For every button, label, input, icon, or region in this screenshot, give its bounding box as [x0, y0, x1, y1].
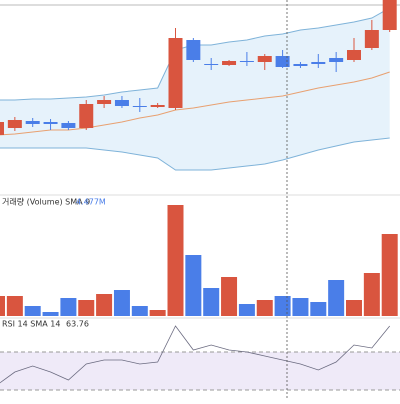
volume-bar: [221, 277, 238, 316]
rsi-value: 63.76: [66, 320, 89, 329]
volume-bar: [346, 300, 362, 316]
candle-body: [293, 64, 308, 66]
volume-panel: [0, 205, 398, 316]
volume-bar: [42, 312, 59, 316]
volume-bar: [6, 296, 23, 316]
candle-body: [186, 40, 201, 60]
candle-body: [222, 61, 237, 65]
bollinger-fill: [0, 8, 390, 170]
candle-body: [275, 56, 290, 67]
volume-bar: [113, 290, 130, 316]
rsi-panel: [0, 325, 400, 391]
volume-bar: [78, 300, 95, 316]
volume-bar: [328, 280, 345, 316]
volume-bar: [24, 306, 41, 316]
overlay-line: [0, 137, 390, 171]
rsi-title: RSI 14 SMA 14: [2, 320, 60, 329]
volume-bar: [310, 302, 327, 316]
volume-bar: [238, 304, 255, 316]
candle-body: [168, 38, 183, 108]
volume-bar: [185, 255, 202, 316]
volume-bar: [131, 306, 148, 316]
candle-body: [97, 100, 112, 104]
candle-body: [7, 120, 22, 128]
volume-bar: [256, 300, 273, 316]
price-panel: [0, 0, 397, 171]
candle-body: [114, 100, 129, 106]
volume-bar: [167, 205, 184, 316]
candle-body: [239, 61, 254, 62]
volume-bar: [60, 298, 77, 316]
rsi-line: [0, 325, 391, 384]
volume-bar: [292, 298, 309, 316]
volume-title: 거래량 (Volume) SMA 9: [2, 197, 90, 207]
volume-bar: [363, 273, 380, 316]
rsi-band: [0, 352, 400, 390]
candle-body: [25, 121, 40, 124]
candle-body: [257, 56, 272, 62]
volume-bar: [149, 310, 166, 316]
candle-body: [61, 123, 76, 128]
candle-body: [132, 106, 147, 107]
candle-body: [382, 0, 397, 30]
candle-body: [0, 122, 4, 135]
volume-bar: [381, 234, 398, 316]
candle-body: [150, 105, 165, 107]
volume-bar: [96, 294, 113, 316]
candle-body: [329, 58, 344, 62]
volume-bar: [0, 296, 5, 316]
volume-bar: [203, 288, 220, 316]
candle-body: [364, 30, 379, 48]
candle-body: [43, 122, 58, 124]
volume-bar: [274, 296, 291, 316]
candle-body: [79, 104, 94, 128]
overlay-line: [0, 71, 390, 136]
candle-body: [204, 64, 219, 65]
candle-body: [347, 50, 361, 60]
volume-value: 4.477M: [76, 198, 106, 207]
candle-body: [311, 62, 326, 64]
